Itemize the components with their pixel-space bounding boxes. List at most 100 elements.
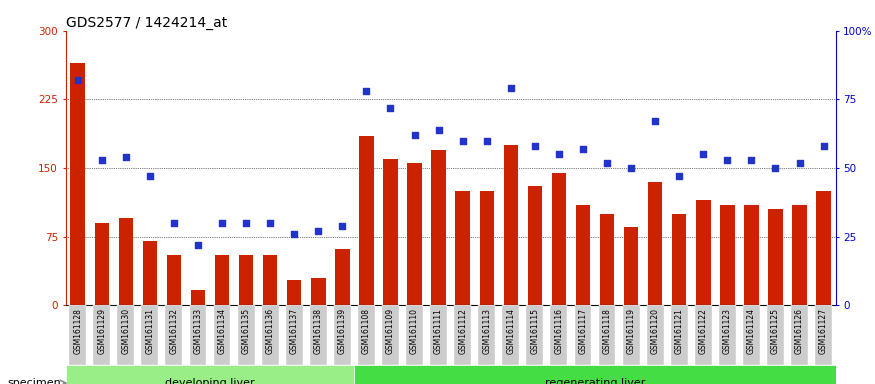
Bar <box>528 186 542 305</box>
Text: GSM161113: GSM161113 <box>482 308 491 354</box>
Text: GSM161117: GSM161117 <box>578 308 587 354</box>
Text: GSM161108: GSM161108 <box>362 308 371 354</box>
Text: GSM161109: GSM161109 <box>386 308 395 354</box>
Bar <box>720 205 735 305</box>
Text: GSM161132: GSM161132 <box>170 308 178 354</box>
Point <box>720 157 734 163</box>
Bar <box>263 255 277 305</box>
Bar <box>335 248 350 305</box>
Point <box>793 159 807 166</box>
Bar <box>94 223 109 305</box>
Bar <box>143 241 158 305</box>
FancyBboxPatch shape <box>743 305 760 365</box>
FancyBboxPatch shape <box>165 305 182 365</box>
FancyBboxPatch shape <box>354 365 836 384</box>
Point <box>696 151 710 157</box>
Bar <box>672 214 687 305</box>
FancyBboxPatch shape <box>454 305 471 365</box>
FancyBboxPatch shape <box>358 305 374 365</box>
Bar <box>215 255 229 305</box>
FancyBboxPatch shape <box>310 305 326 365</box>
Text: specimen: specimen <box>7 378 61 384</box>
Text: GSM161124: GSM161124 <box>747 308 756 354</box>
Point <box>672 173 686 179</box>
FancyBboxPatch shape <box>238 305 255 365</box>
Text: GSM161138: GSM161138 <box>314 308 323 354</box>
Bar <box>167 255 181 305</box>
FancyBboxPatch shape <box>286 305 303 365</box>
Text: GSM161129: GSM161129 <box>97 308 106 354</box>
Text: GSM161111: GSM161111 <box>434 308 443 354</box>
FancyBboxPatch shape <box>791 305 808 365</box>
Point <box>94 157 108 163</box>
FancyBboxPatch shape <box>816 305 832 365</box>
Bar <box>768 209 783 305</box>
Point <box>600 159 614 166</box>
FancyBboxPatch shape <box>623 305 640 365</box>
Bar <box>624 227 639 305</box>
Text: GSM161139: GSM161139 <box>338 308 346 354</box>
Text: GSM161115: GSM161115 <box>530 308 539 354</box>
Text: GSM161112: GSM161112 <box>458 308 467 354</box>
Text: GSM161110: GSM161110 <box>410 308 419 354</box>
Point <box>528 143 542 149</box>
Text: GSM161122: GSM161122 <box>699 308 708 354</box>
Point <box>816 143 830 149</box>
FancyBboxPatch shape <box>575 305 592 365</box>
Text: GSM161134: GSM161134 <box>218 308 227 354</box>
FancyBboxPatch shape <box>767 305 784 365</box>
Bar <box>312 278 326 305</box>
Bar <box>239 255 254 305</box>
Text: GSM161136: GSM161136 <box>266 308 275 354</box>
Text: GSM161119: GSM161119 <box>626 308 635 354</box>
Bar <box>456 191 470 305</box>
FancyBboxPatch shape <box>382 305 399 365</box>
Bar <box>600 214 614 305</box>
FancyBboxPatch shape <box>671 305 688 365</box>
Point <box>624 165 638 171</box>
FancyBboxPatch shape <box>719 305 736 365</box>
Bar <box>696 200 710 305</box>
Bar <box>119 218 133 305</box>
Bar <box>408 164 422 305</box>
FancyBboxPatch shape <box>527 305 543 365</box>
Text: GSM161118: GSM161118 <box>603 308 612 354</box>
Point <box>745 157 759 163</box>
Point <box>431 126 445 132</box>
Point <box>360 88 374 94</box>
Text: GSM161123: GSM161123 <box>723 308 732 354</box>
Point <box>119 154 133 160</box>
FancyBboxPatch shape <box>69 305 86 365</box>
FancyBboxPatch shape <box>550 305 567 365</box>
Point <box>191 242 205 248</box>
Bar <box>576 205 591 305</box>
FancyBboxPatch shape <box>430 305 447 365</box>
Text: GDS2577 / 1424214_at: GDS2577 / 1424214_at <box>66 16 227 30</box>
Point <box>648 118 662 124</box>
Text: GSM161121: GSM161121 <box>675 308 683 354</box>
Point <box>408 132 422 138</box>
FancyBboxPatch shape <box>190 305 206 365</box>
Point <box>239 220 253 226</box>
Point <box>71 77 85 83</box>
Text: GSM161128: GSM161128 <box>74 308 82 354</box>
Bar <box>191 290 206 305</box>
Text: GSM161135: GSM161135 <box>242 308 250 354</box>
FancyBboxPatch shape <box>479 305 495 365</box>
Bar <box>360 136 374 305</box>
Text: regenerating liver: regenerating liver <box>545 378 645 384</box>
Point <box>335 223 349 229</box>
Text: GSM161125: GSM161125 <box>771 308 780 354</box>
FancyBboxPatch shape <box>598 305 615 365</box>
Point <box>480 137 494 144</box>
FancyBboxPatch shape <box>647 305 663 365</box>
Point <box>312 228 326 234</box>
Bar <box>480 191 494 305</box>
FancyBboxPatch shape <box>117 305 134 365</box>
Text: GSM161130: GSM161130 <box>122 308 130 354</box>
FancyBboxPatch shape <box>66 365 354 384</box>
FancyBboxPatch shape <box>214 305 230 365</box>
FancyBboxPatch shape <box>334 305 351 365</box>
FancyBboxPatch shape <box>406 305 423 365</box>
Text: GSM161133: GSM161133 <box>193 308 202 354</box>
